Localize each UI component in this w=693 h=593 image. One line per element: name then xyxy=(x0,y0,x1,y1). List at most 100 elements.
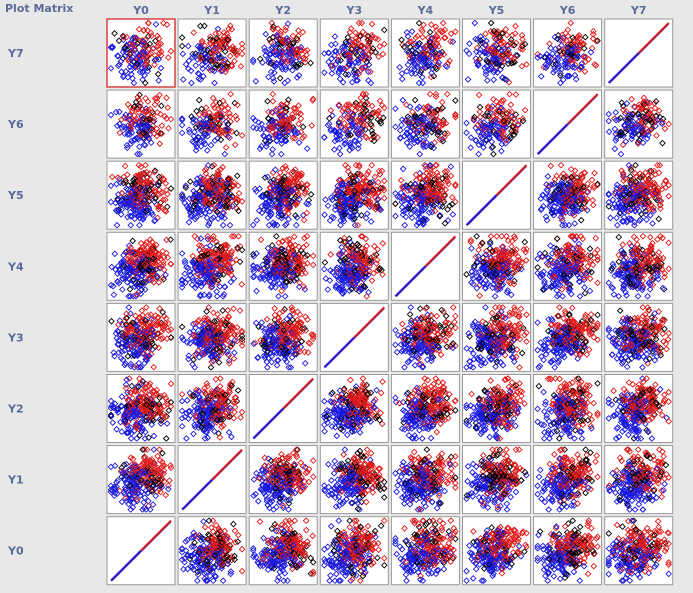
cell-y5-vs-y3[interactable] xyxy=(319,160,389,230)
point-blue xyxy=(329,196,336,204)
cell-y6-vs-y6[interactable] xyxy=(533,89,603,159)
point-blue xyxy=(498,46,505,54)
point-red xyxy=(299,54,307,62)
cell-y7-vs-y4[interactable] xyxy=(390,18,460,88)
point-blue xyxy=(179,115,186,122)
point-black xyxy=(223,197,231,204)
point-blue xyxy=(435,59,443,66)
point-blue xyxy=(325,49,333,57)
point-black xyxy=(154,182,162,189)
point-red xyxy=(488,116,495,124)
point-blue xyxy=(408,214,416,222)
cell-y7-vs-y7[interactable] xyxy=(604,18,674,88)
point-red xyxy=(227,185,234,193)
cell-y4-vs-y2[interactable] xyxy=(248,231,318,301)
point-blue xyxy=(221,214,228,222)
point-black xyxy=(131,175,138,183)
point-blue xyxy=(263,269,271,277)
point-blue xyxy=(185,218,193,226)
point-blue xyxy=(108,263,116,271)
point-blue xyxy=(356,136,363,143)
point-red xyxy=(211,190,219,198)
point-red xyxy=(205,109,213,116)
point-blue xyxy=(120,45,128,53)
point-blue xyxy=(142,121,150,129)
cell-y7-vs-y3[interactable] xyxy=(319,18,389,88)
point-blue xyxy=(326,217,334,224)
cell-y7-vs-y5[interactable] xyxy=(462,18,531,88)
point-red xyxy=(476,108,484,116)
point-red xyxy=(504,48,511,56)
cell-y5-vs-y1[interactable] xyxy=(177,160,247,230)
point-red xyxy=(505,78,513,86)
point-blue xyxy=(186,128,193,136)
point-red xyxy=(362,91,370,98)
point-red xyxy=(292,265,300,272)
cell-y6-vs-y1[interactable] xyxy=(177,89,247,159)
cell-y7-vs-y2[interactable] xyxy=(248,18,318,88)
cell-y4-vs-y0[interactable] xyxy=(106,231,176,301)
point-black xyxy=(581,33,589,41)
point-blue xyxy=(145,205,153,213)
cell-y7-vs-y0[interactable] xyxy=(106,18,176,88)
cell-y5-vs-y4[interactable] xyxy=(390,160,460,230)
cell-y5-vs-y6[interactable] xyxy=(533,160,603,230)
cell-y6-vs-y4[interactable] xyxy=(390,89,460,159)
point-black xyxy=(424,122,432,130)
point-blue xyxy=(414,63,422,71)
point-blue xyxy=(564,64,572,71)
cell-y7-vs-y1[interactable] xyxy=(177,18,247,88)
cell-y6-vs-y2[interactable] xyxy=(248,89,318,159)
point-red xyxy=(146,175,154,183)
cell-y6-vs-y0[interactable] xyxy=(106,89,176,159)
point-blue xyxy=(265,138,273,145)
point-red xyxy=(149,260,156,267)
cell-y4-vs-y3[interactable] xyxy=(319,231,389,301)
point-blue xyxy=(124,265,132,273)
point-red xyxy=(288,247,295,254)
point-red xyxy=(427,73,435,81)
cell-y6-vs-y5[interactable] xyxy=(462,89,531,159)
point-blue xyxy=(205,219,213,227)
point-red xyxy=(269,91,277,98)
cell-y5-vs-y2[interactable] xyxy=(248,160,318,230)
cell-y6-vs-y7[interactable] xyxy=(604,89,674,159)
point-black xyxy=(514,52,521,59)
point-red xyxy=(642,175,649,183)
point-blue xyxy=(392,123,399,131)
point-black xyxy=(412,49,420,57)
cell-y6-vs-y3[interactable] xyxy=(319,89,389,159)
point-blue xyxy=(321,69,328,77)
point-blue xyxy=(268,210,275,217)
point-blue xyxy=(128,120,136,128)
point-blue xyxy=(119,286,126,293)
point-red xyxy=(217,111,224,119)
row-label-y5: Y5 xyxy=(7,189,24,202)
point-red xyxy=(163,115,170,122)
point-blue xyxy=(343,128,351,135)
point-black xyxy=(373,200,381,208)
cell-y5-vs-y7[interactable] xyxy=(604,160,674,230)
cell-y5-vs-y0[interactable] xyxy=(106,160,176,230)
point-blue xyxy=(569,63,576,71)
point-black xyxy=(578,205,586,213)
point-red xyxy=(348,36,356,44)
point-blue xyxy=(305,200,312,208)
point-blue xyxy=(134,60,142,68)
point-blue xyxy=(124,73,132,81)
point-blue xyxy=(472,124,480,132)
cell-y5-vs-y5[interactable] xyxy=(462,160,531,230)
point-red xyxy=(229,259,237,267)
point-red xyxy=(581,169,589,177)
cell-y4-vs-y1[interactable] xyxy=(177,231,247,301)
point-black xyxy=(353,51,361,59)
point-blue xyxy=(342,200,350,208)
point-blue xyxy=(108,44,115,51)
point-blue xyxy=(274,122,282,130)
cell-y7-vs-y6[interactable] xyxy=(533,18,603,88)
point-blue xyxy=(341,210,348,217)
point-black xyxy=(415,20,423,27)
point-blue xyxy=(359,49,367,57)
point-blue xyxy=(128,199,136,207)
